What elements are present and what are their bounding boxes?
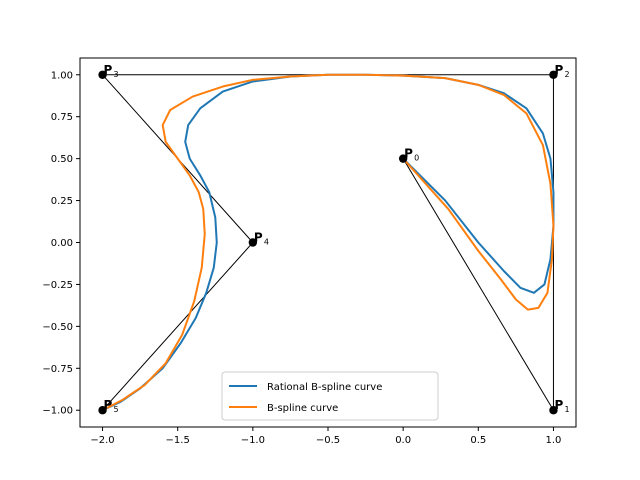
y-tick-label: 0.00 [51,238,73,249]
control-point-1 [549,406,558,415]
control-point-subscript-2: 2 [564,70,569,79]
y-tick-label: 0.50 [51,154,73,165]
legend-label-1: B-spline curve [267,403,338,414]
control-point-label-5: P [104,398,113,412]
y-tick-label: 0.25 [51,196,73,207]
x-tick-label: 0.0 [395,435,411,446]
control-point-subscript-3: 3 [114,70,119,79]
control-point-label-4: P [254,231,263,245]
y-tick-label: −0.50 [42,322,73,333]
control-polygon-line [101,74,554,413]
y-tick-label: 1.00 [51,70,73,81]
legend: Rational B-spline curve B-spline curve [221,371,439,421]
series-line-0 [101,73,555,412]
y-tick-label: −0.25 [42,280,73,291]
x-tick-label: −1.0 [241,435,265,446]
control-point-group: P 0P 1P 2P 3P 4P 5 [98,63,570,415]
curve-group [101,73,555,412]
x-tick-label: 0.5 [470,435,486,446]
control-point-subscript-4: 4 [264,238,269,247]
x-tick-label: −1.5 [166,435,190,446]
control-point-label-3: P [104,63,113,77]
legend-box [221,371,439,421]
legend-label-0: Rational B-spline curve [267,382,382,393]
control-point-label-0: P [404,147,413,161]
axes: −2.0 −1.5 −1.0 −0.5 0.0 0.5 1.0 1.00 0.75 0.50 0.2… [42,57,577,446]
y-tick-label: 0.75 [51,112,73,123]
control-point-label-1: P [554,398,563,412]
x-tick-label: −2.0 [90,435,114,446]
control-point-subscript-5: 5 [114,405,119,414]
control-point-2 [549,70,558,79]
y-tick-label: −1.00 [42,406,73,417]
control-point-label-2: P [554,63,563,77]
control-point-subscript-0: 0 [414,154,419,163]
x-tick-label: −0.5 [316,435,340,446]
y-tick-label: −0.75 [42,364,73,375]
control-point-4 [248,238,258,247]
control-polygon [101,74,554,413]
series-line-1 [101,73,555,412]
control-point-0 [398,154,408,163]
control-point-5 [98,406,107,415]
control-point-subscript-1: 1 [564,405,569,414]
control-point-3 [98,70,107,79]
x-tick-label: 1.0 [546,435,562,446]
